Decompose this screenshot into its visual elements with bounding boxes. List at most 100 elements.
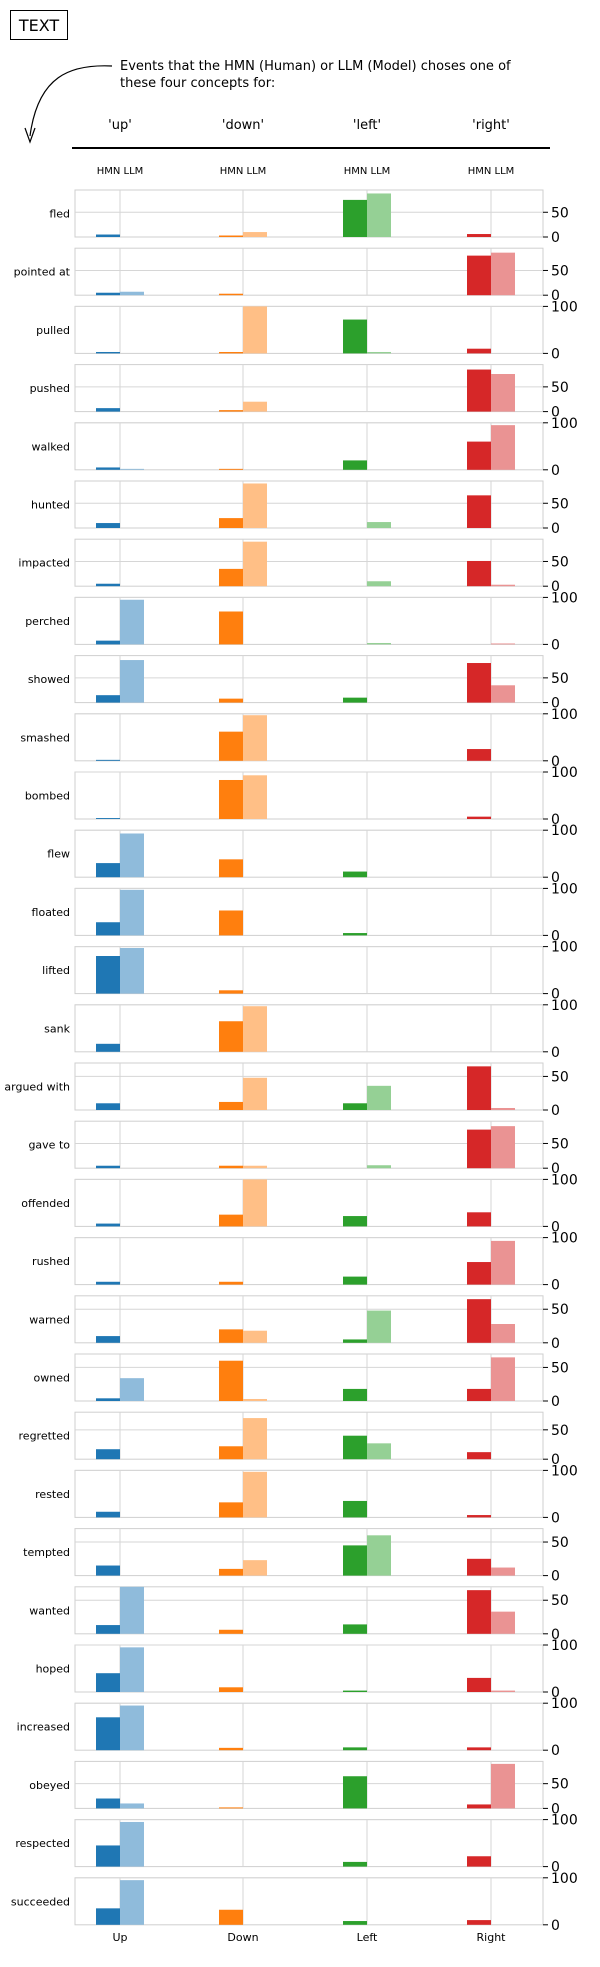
panel-hoped-bar-right-llm <box>491 1690 515 1692</box>
x-tick-label-down: Down <box>227 1931 258 1944</box>
panel-obeyed-ytick-label: 50 <box>551 1777 569 1793</box>
panel-pulled-bar-right-hmn <box>467 348 491 354</box>
panel-warned-ytick-label: 0 <box>551 1336 560 1352</box>
panel-pushed-bar-right-hmn <box>467 369 491 412</box>
panel-pulled-ytick-label: 100 <box>551 299 578 315</box>
panel-hunted-ytick-label: 50 <box>551 496 569 512</box>
panel-gave-to-bar-right-llm <box>491 1126 515 1169</box>
panel-rushed-bar-right-hmn <box>467 1262 491 1285</box>
panel-succeeded-bar-down-hmn <box>219 1909 243 1925</box>
header-divider <box>72 147 550 149</box>
panel-increased-ytick-label: 100 <box>551 1696 578 1712</box>
panel-warned-label: warned <box>29 1313 70 1326</box>
panel-argued-with-frame <box>74 1062 544 1111</box>
panel-offended-frame <box>74 1178 544 1227</box>
panel-floated-label: floated <box>32 906 70 919</box>
panel-flew-label: flew <box>47 848 70 861</box>
panel-bombed-bar-down-llm <box>243 775 267 819</box>
panel-hoped-bar-down-hmn <box>219 1687 243 1692</box>
panel-regretted-label: regretted <box>19 1430 70 1443</box>
panel-argued-with-bar-down-hmn <box>219 1101 243 1110</box>
panel-floated-bar-up-hmn <box>96 922 120 936</box>
panel-obeyed-frame <box>74 1760 544 1809</box>
x-tick-label-right: Right <box>477 1931 507 1944</box>
panel-impacted-bar-left-llm <box>367 581 391 587</box>
panel-smashed-bar-right-hmn <box>467 749 491 761</box>
panel-warned-ytick-label: 50 <box>551 1302 569 1318</box>
panel-walked-bar-right-hmn <box>467 441 491 470</box>
panel-flew-bar-up-llm <box>120 833 144 878</box>
panel-rested-bar-down-hmn <box>219 1502 243 1518</box>
panel-owned-bar-right-hmn <box>467 1388 491 1401</box>
panel-respected-label: respected <box>15 1837 70 1850</box>
panel-hoped-label: hoped <box>36 1663 70 1676</box>
panel-floated-frame <box>74 887 544 936</box>
panel-impacted-bar-right-hmn <box>467 560 491 587</box>
panel-smashed-ytick-label: 0 <box>551 754 560 770</box>
panel-hunted-label: hunted <box>31 499 70 512</box>
panel-warned-bar-left-hmn <box>343 1339 367 1343</box>
panel-regretted-bar-left-llm <box>367 1443 391 1460</box>
panel-gave-to-bar-down-llm <box>243 1165 267 1169</box>
panel-wanted-bar-up-hmn <box>96 1625 120 1634</box>
panel-walked-bar-right-llm <box>491 425 515 470</box>
panel-smashed-ytick-label: 100 <box>551 707 578 723</box>
panel-walked-bar-up-hmn <box>96 467 120 470</box>
panel-hunted-ytick-label: 0 <box>551 521 560 537</box>
panel-impacted-frame <box>74 538 544 587</box>
panel-pointed-at-bar-up-hmn <box>96 292 120 296</box>
panel-respected-bar-up-hmn <box>96 1845 120 1867</box>
panel-increased-frame <box>74 1702 544 1751</box>
panel-sank-label: sank <box>44 1022 70 1035</box>
panel-succeeded-bar-right-hmn <box>467 1920 491 1925</box>
panel-impacted-ytick-label: 0 <box>551 579 560 595</box>
panel-tempted-bar-up-hmn <box>96 1565 120 1576</box>
panel-fled-ytick-label: 50 <box>551 205 569 221</box>
panel-obeyed-bar-up-hmn <box>96 1798 120 1809</box>
panel-perched-ytick-label: 0 <box>551 637 560 653</box>
panel-impacted-bar-up-hmn <box>96 583 120 587</box>
panel-increased-bar-up-hmn <box>96 1717 120 1751</box>
panel-walked-ytick-label: 100 <box>551 416 578 432</box>
panel-warned-bar-right-llm <box>491 1324 515 1343</box>
panel-hoped-bar-up-hmn <box>96 1673 120 1692</box>
panel-obeyed-label: obeyed <box>29 1779 70 1792</box>
panel-pushed-bar-down-llm <box>243 401 267 412</box>
panel-lifted-ytick-label: 0 <box>551 987 560 1003</box>
panel-bombed-ytick-label: 100 <box>551 765 578 781</box>
panel-argued-with-bar-up-hmn <box>96 1103 120 1110</box>
panel-rested-bar-down-llm <box>243 1471 267 1518</box>
panel-fled-bar-left-hmn <box>343 199 367 237</box>
panel-obeyed-bar-right-hmn <box>467 1804 491 1809</box>
panel-pushed-bar-down-hmn <box>219 410 243 412</box>
panel-smashed-bar-down-llm <box>243 715 267 761</box>
panel-walked-ytick-label: 0 <box>551 463 560 479</box>
panel-floated-bar-down-hmn <box>219 910 243 936</box>
panel-smashed-frame <box>74 713 544 762</box>
panel-bombed-label: bombed <box>25 790 70 803</box>
panel-gave-to-bar-up-hmn <box>96 1165 120 1169</box>
text-tag: TEXT <box>10 10 68 40</box>
panel-showed-bar-down-hmn <box>219 698 243 703</box>
panel-tempted-ytick-label: 50 <box>551 1535 569 1551</box>
panel-pushed-ytick-label: 0 <box>551 405 560 421</box>
panel-pointed-at-bar-up-llm <box>120 291 144 296</box>
series-label-right: HMN LLM <box>467 166 515 177</box>
panel-pulled-bar-down-llm <box>243 306 267 354</box>
concept-label-down: 'down' <box>221 118 265 133</box>
panel-floated-bar-left-hmn <box>343 933 367 936</box>
panel-hoped-bar-left-hmn <box>343 1690 367 1692</box>
panel-impacted-bar-down-llm <box>243 541 267 587</box>
panel-gave-to-bar-left-llm <box>367 1165 391 1169</box>
panel-argued-with-ytick-label: 50 <box>551 1069 569 1085</box>
panel-offended-label: offended <box>21 1197 70 1210</box>
panel-rested-ytick-label: 0 <box>551 1510 560 1526</box>
panel-rushed-bar-left-hmn <box>343 1276 367 1285</box>
panel-impacted-label: impacted <box>18 557 70 570</box>
panel-tempted-bar-right-llm <box>491 1567 515 1576</box>
panel-pushed-bar-up-hmn <box>96 408 120 412</box>
panel-obeyed-bar-right-llm <box>491 1763 515 1809</box>
panel-owned-bar-up-hmn <box>96 1398 120 1401</box>
panel-respected-frame <box>74 1819 544 1868</box>
